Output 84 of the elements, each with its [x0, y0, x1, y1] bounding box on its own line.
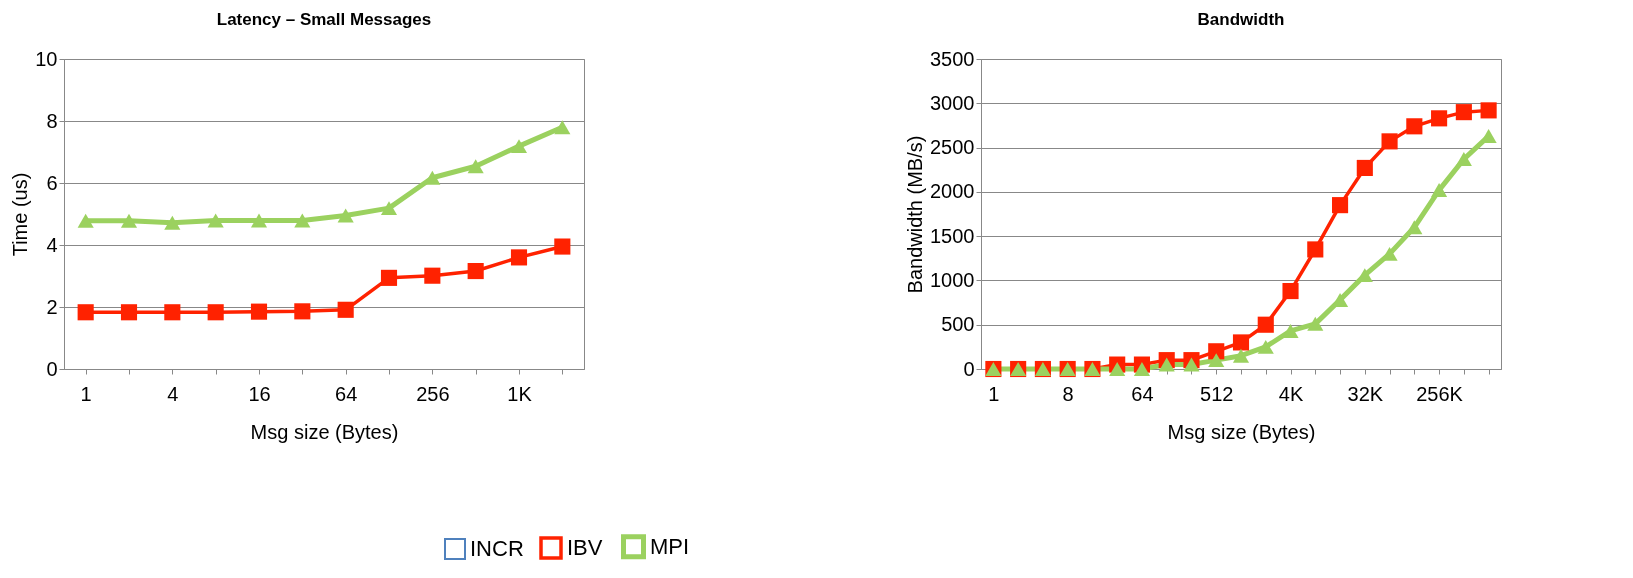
point [424, 267, 441, 284]
point [1133, 362, 1151, 376]
legend-label: INCR [470, 536, 524, 561]
point [120, 304, 138, 321]
point [1109, 362, 1126, 376]
point [1257, 316, 1274, 333]
point [1331, 197, 1349, 214]
point [250, 303, 268, 320]
point [164, 215, 181, 230]
legend-label: MPI [650, 533, 690, 559]
point [1431, 183, 1448, 198]
point [1356, 159, 1373, 177]
point [250, 213, 268, 228]
point [1406, 118, 1423, 135]
point [1257, 339, 1274, 354]
x-axis-title: Msg size (Bytes) [250, 420, 399, 443]
point [120, 213, 138, 228]
y-tick-label: 3000 [930, 91, 975, 114]
point [467, 262, 484, 280]
legend-label: IBV [567, 535, 603, 560]
point [1406, 220, 1423, 235]
y-tick-label: 10 [35, 47, 58, 70]
point [1455, 152, 1472, 167]
point [294, 213, 311, 228]
point [510, 249, 528, 266]
point [424, 170, 441, 185]
point [77, 213, 94, 228]
x-tick-label: 1 [80, 382, 92, 405]
y-tick-label: 2500 [930, 136, 975, 159]
y-tick-label: 1500 [930, 224, 975, 247]
point [510, 139, 528, 154]
x-tick-label: 32K [1347, 382, 1384, 405]
x-tick-label: 4K [1278, 382, 1304, 405]
x-tick-label: 1 [988, 382, 1000, 405]
chart-title: Latency – Small Messages [216, 10, 432, 29]
point [1431, 110, 1448, 127]
point [294, 303, 311, 320]
point [1282, 283, 1299, 300]
point [1232, 348, 1250, 363]
x-tick-label: 8 [1062, 382, 1074, 405]
chart-title: Bandwidth [1197, 10, 1285, 29]
point [1208, 343, 1225, 360]
point [1158, 357, 1175, 372]
point [1455, 104, 1472, 121]
x-tick-label: 64 [1131, 382, 1154, 405]
point [1381, 133, 1398, 150]
point [1232, 334, 1250, 351]
x-tick-label: 16 [248, 382, 271, 405]
point [337, 301, 354, 318]
y-tick-label: 0 [46, 357, 58, 380]
y-tick-label: 2 [46, 295, 58, 318]
x-tick-label: 512 [1200, 382, 1234, 405]
point [1183, 357, 1200, 372]
point [1307, 241, 1324, 258]
point [380, 269, 398, 286]
point [1282, 323, 1299, 338]
y-tick-label: 0 [963, 357, 975, 380]
y-axis-title: Time (us) [9, 172, 32, 257]
point [337, 208, 354, 223]
point [164, 304, 181, 321]
point [1307, 316, 1324, 331]
point [207, 304, 224, 321]
point [1208, 353, 1225, 368]
x-tick-label: 4 [167, 382, 179, 405]
point [1480, 102, 1497, 119]
y-tick-label: 6 [46, 171, 58, 194]
y-tick-label: 8 [46, 109, 58, 132]
x-tick-label: 64 [335, 382, 358, 405]
point [554, 120, 571, 135]
y-tick-label: 4 [46, 233, 58, 256]
y-tick-label: 2000 [930, 180, 975, 203]
point [554, 238, 571, 255]
point [207, 213, 224, 228]
point [467, 159, 484, 174]
x-tick-label: 256K [1416, 382, 1464, 405]
x-tick-label: 256 [416, 382, 450, 405]
y-axis-title: Bandwidth (MB/s) [904, 135, 927, 294]
x-tick-label: 1K [507, 382, 533, 405]
x-axis-title: Msg size (Bytes) [1167, 420, 1316, 443]
y-tick-label: 1000 [930, 268, 975, 291]
point [77, 304, 94, 321]
y-tick-label: 3500 [930, 47, 975, 70]
y-tick-label: 500 [941, 313, 975, 336]
point [380, 201, 398, 216]
